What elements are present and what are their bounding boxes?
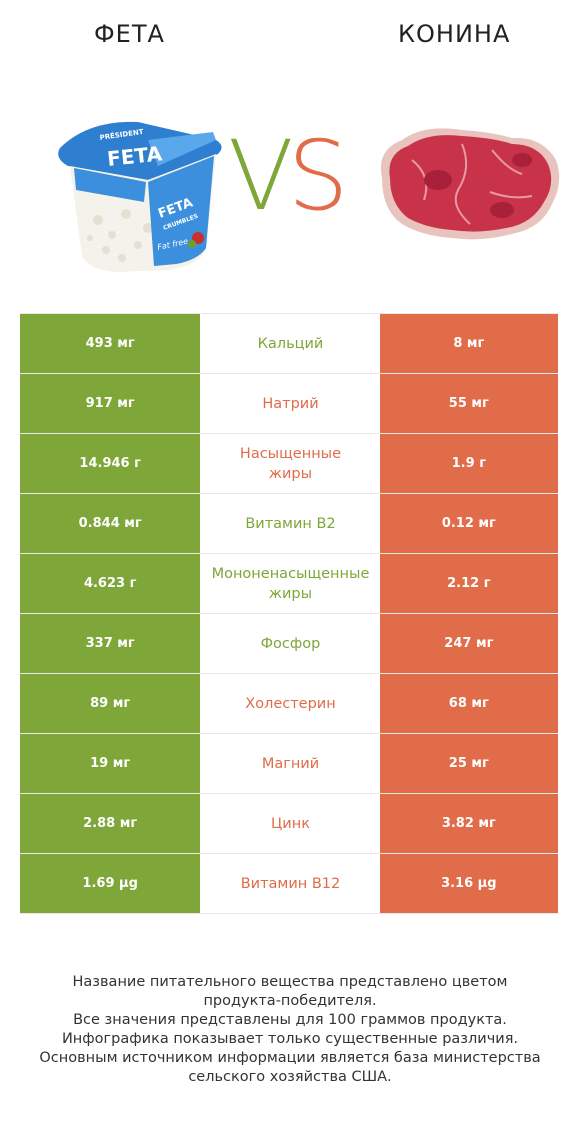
- nutrient-name: Магний: [200, 733, 380, 794]
- left-value: 14.946 г: [20, 433, 202, 494]
- table-row: 1.69 µg Витамин B12 3.16 µg: [20, 853, 558, 914]
- nutrient-name: Холестерин: [200, 673, 380, 734]
- right-value: 247 мг: [379, 613, 558, 674]
- nutrient-name-line: Насыщенные: [239, 445, 342, 462]
- table-row: 14.946 г Насыщенные жиры 1.9 г: [20, 433, 558, 494]
- footer-line: Инфографика показывает только существенн…: [61, 1031, 519, 1047]
- left-value: 337 мг: [20, 613, 202, 674]
- left-value: 493 мг: [20, 313, 202, 374]
- nutrient-name: Фосфор: [200, 613, 380, 674]
- table-row: 917 мг Натрий 55 мг: [20, 373, 558, 434]
- table-row: 89 мг Холестерин 68 мг: [20, 673, 558, 734]
- nutrient-name-line: Мононенасыщенные: [211, 565, 370, 582]
- table-row: 2.88 мг Цинк 3.82 мг: [20, 793, 558, 854]
- right-value: 3.82 мг: [379, 793, 558, 854]
- feta-product-label: FETA: [106, 141, 164, 171]
- footer-line: сельского хозяйства США.: [188, 1069, 392, 1085]
- nutrient-name-line: жиры: [268, 585, 313, 602]
- right-value: 25 мг: [379, 733, 558, 794]
- left-value: 4.623 г: [20, 553, 202, 614]
- left-product-title: ФЕТА: [94, 20, 165, 48]
- left-value: 2.88 мг: [20, 793, 202, 854]
- nutrient-name: Цинк: [200, 793, 380, 854]
- right-value: 68 мг: [379, 673, 558, 734]
- horse-meat-image: [380, 128, 560, 240]
- nutrient-name: Витамин B12: [200, 853, 380, 914]
- table-row: 0.844 мг Витамин B2 0.12 мг: [20, 493, 558, 554]
- table-row: 493 мг Кальций 8 мг: [20, 313, 558, 374]
- footer-line: Основным источником информации является …: [39, 1050, 541, 1066]
- nutrient-name: Насыщенные жиры: [200, 433, 380, 494]
- versus-label: VS: [228, 120, 349, 232]
- nutrient-name: Витамин B2: [200, 493, 380, 554]
- left-value: 0.844 мг: [20, 493, 202, 554]
- footer-line: продукта-победителя.: [203, 993, 377, 1009]
- right-value: 1.9 г: [379, 433, 558, 494]
- table-row: 19 мг Магний 25 мг: [20, 733, 558, 794]
- right-product-title: КОНИНА: [398, 20, 511, 48]
- left-value: 917 мг: [20, 373, 202, 434]
- left-value: 89 мг: [20, 673, 202, 734]
- left-value: 19 мг: [20, 733, 202, 794]
- footer-notes: Название питательного вещества представл…: [0, 973, 580, 1087]
- nutrient-name: Натрий: [200, 373, 380, 434]
- right-value: 0.12 мг: [379, 493, 558, 554]
- table-row: 4.623 г Мононенасыщенные жиры 2.12 г: [20, 553, 558, 614]
- right-value: 3.16 µg: [379, 853, 558, 914]
- feta-product-image: PRÉSIDENT FETA FETA CRUMBLES Fat free: [58, 121, 222, 272]
- nutrient-name: Кальций: [200, 313, 380, 374]
- nutrient-name-line: жиры: [268, 465, 313, 482]
- right-value: 2.12 г: [379, 553, 558, 614]
- nutrient-comparison-table: 493 мг Кальций 8 мг 917 мг Натрий 55 мг 14.946…: [20, 313, 558, 914]
- right-value: 8 мг: [379, 313, 558, 374]
- footer-line: Все значения представлены для 100 граммо…: [73, 1012, 507, 1028]
- left-value: 1.69 µg: [20, 853, 202, 914]
- table-row: 337 мг Фосфор 247 мг: [20, 613, 558, 674]
- nutrient-name: Мононенасыщенные жиры: [200, 553, 380, 614]
- footer-line: Название питательного вещества представл…: [72, 974, 508, 990]
- right-value: 55 мг: [379, 373, 558, 434]
